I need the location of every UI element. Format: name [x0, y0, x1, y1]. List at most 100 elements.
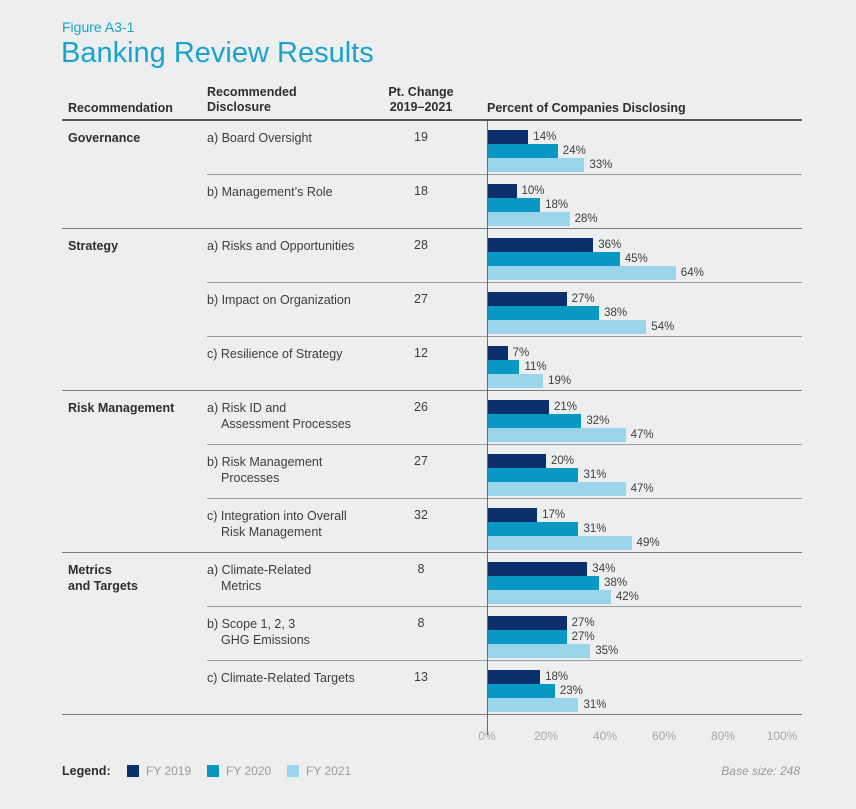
bar-fy-2020 — [487, 630, 567, 644]
bar-value-label: 24% — [562, 145, 586, 157]
header-disclosure: Recommended Disclosure — [207, 85, 297, 115]
bar-fy-2021 — [487, 536, 632, 550]
header-pt-change-line2: 2019–2021 — [389, 100, 453, 114]
bar-value-label: 54% — [651, 321, 675, 333]
bar-fy-2021 — [487, 482, 626, 496]
bar-value-label: 11% — [524, 361, 547, 373]
bar-fy-2019 — [487, 184, 517, 198]
bar-value-label: 47% — [630, 483, 654, 495]
bar-value-label: 18% — [545, 199, 569, 211]
disclosure-label: b) Management’s Role — [207, 184, 382, 200]
bar-value-label: 7% — [512, 347, 530, 359]
bar-fy-2020 — [487, 144, 558, 158]
disclosure-label: b) Scope 1, 2, 3 GHG Emissions — [207, 616, 382, 648]
disclosure-label-line: Assessment Processes — [221, 417, 351, 431]
header-disclosure-line2: Disclosure — [207, 100, 271, 114]
disclosure-label-line: Metrics — [221, 579, 262, 593]
x-tick-label: 40% — [592, 729, 618, 743]
group-separator — [62, 714, 802, 715]
bar-fy-2019 — [487, 508, 538, 522]
header-percent: Percent of Companies Disclosing — [487, 101, 686, 115]
category-label-line: Governance — [68, 131, 141, 145]
bar-value-label: 14% — [533, 131, 557, 143]
x-tick-label: 60% — [651, 729, 677, 743]
disclosure-label-line: Risk Management — [221, 525, 322, 539]
row-separator — [207, 174, 802, 175]
bar-fy-2021 — [487, 266, 676, 280]
disclosure-label: a) Risk ID and Assessment Processes — [207, 400, 382, 432]
legend-swatch-fy2020 — [207, 765, 219, 777]
group-separator — [62, 390, 802, 391]
disclosure-label-line: a) Risks and Opportunities — [207, 239, 355, 253]
disclosure-label: c) Integration into Overall Risk Manageme… — [207, 508, 382, 540]
bar-fy-2019 — [487, 292, 567, 306]
bar-fy-2021 — [487, 212, 570, 226]
header-pt-change: Pt. Change 2019–2021 — [380, 85, 462, 115]
bar-value-label: 27% — [571, 293, 595, 305]
legend-label-fy2021: FY 2021 — [306, 764, 352, 778]
bar-value-label: 20% — [551, 455, 575, 467]
bar-fy-2020 — [487, 252, 620, 266]
disclosure-label-line: b) Impact on Organization — [207, 293, 351, 307]
disclosure-label-line: c) Integration into Overall — [207, 509, 347, 523]
legend-item-fy2021: FY 2021 — [287, 764, 351, 778]
x-tick-label: 0% — [478, 729, 496, 743]
legend-swatch-fy2019 — [127, 765, 139, 777]
bar-fy-2020 — [487, 468, 579, 482]
row-separator — [207, 660, 802, 661]
bar-fy-2021 — [487, 590, 611, 604]
bar-fy-2019 — [487, 346, 508, 360]
disclosure-label-line: Processes — [221, 471, 280, 485]
bar-fy-2020 — [487, 684, 555, 698]
disclosure-label-line: GHG Emissions — [221, 633, 310, 647]
bar-fy-2020 — [487, 198, 541, 212]
pt-change-value: 28 — [414, 238, 428, 252]
chart-title: Banking Review Results — [61, 37, 374, 69]
bar-fy-2019 — [487, 454, 546, 468]
header-pt-change-line1: Pt. Change — [388, 85, 454, 99]
disclosure-label: c) Climate-Related Targets — [207, 670, 382, 686]
disclosure-label-line: a) Risk ID and — [207, 401, 287, 415]
bar-fy-2019 — [487, 130, 529, 144]
bar-fy-2021 — [487, 158, 585, 172]
figure-label: Figure A3-1 — [62, 19, 135, 35]
category-label-risk-management: Risk Management — [68, 400, 174, 416]
disclosure-label: b) Risk Management Processes — [207, 454, 382, 486]
bar-value-label: 21% — [553, 401, 577, 413]
bar-value-label: 38% — [604, 307, 628, 319]
bar-value-label: 38% — [604, 577, 628, 589]
bar-fy-2021 — [487, 644, 591, 658]
legend-title: Legend: — [62, 764, 111, 778]
pt-change-value: 19 — [414, 130, 428, 144]
disclosure-label: a) Climate-Related Metrics — [207, 562, 382, 594]
bar-value-label: 27% — [571, 617, 595, 629]
disclosure-label-line: b) Scope 1, 2, 3 — [207, 617, 296, 631]
bar-fy-2020 — [487, 576, 600, 590]
legend-swatch-fy2021 — [287, 765, 299, 777]
bar-fy-2019 — [487, 562, 588, 576]
category-label-governance: Governance — [68, 130, 140, 146]
pt-change-value: 27 — [414, 454, 428, 468]
bar-value-label: 23% — [559, 685, 583, 697]
bar-value-label: 19% — [548, 375, 572, 387]
bar-value-label: 45% — [624, 253, 648, 265]
bar-fy-2019 — [487, 238, 594, 252]
category-label-strategy: Strategy — [68, 238, 118, 254]
category-label-metrics-and-targets: Metrics and Targets — [68, 562, 138, 594]
bar-fy-2020 — [487, 414, 582, 428]
bar-fy-2021 — [487, 428, 626, 442]
disclosure-label: a) Board Oversight — [207, 130, 382, 146]
bar-value-label: 31% — [583, 469, 607, 481]
disclosure-label: c) Resilience of Strategy — [207, 346, 382, 362]
disclosure-label-line: c) Climate-Related Targets — [207, 671, 355, 685]
bar-value-label: 31% — [583, 699, 607, 711]
group-separator — [62, 228, 802, 229]
disclosure-label-line: b) Risk Management — [207, 455, 323, 469]
legend-label-fy2019: FY 2019 — [146, 764, 192, 778]
bar-fy-2021 — [487, 320, 647, 334]
bar-value-label: 27% — [571, 631, 595, 643]
disclosure-label: a) Risks and Opportunities — [207, 238, 382, 254]
bar-value-label: 36% — [598, 239, 622, 251]
x-axis-baseline — [487, 121, 488, 735]
bar-value-label: 35% — [595, 645, 619, 657]
